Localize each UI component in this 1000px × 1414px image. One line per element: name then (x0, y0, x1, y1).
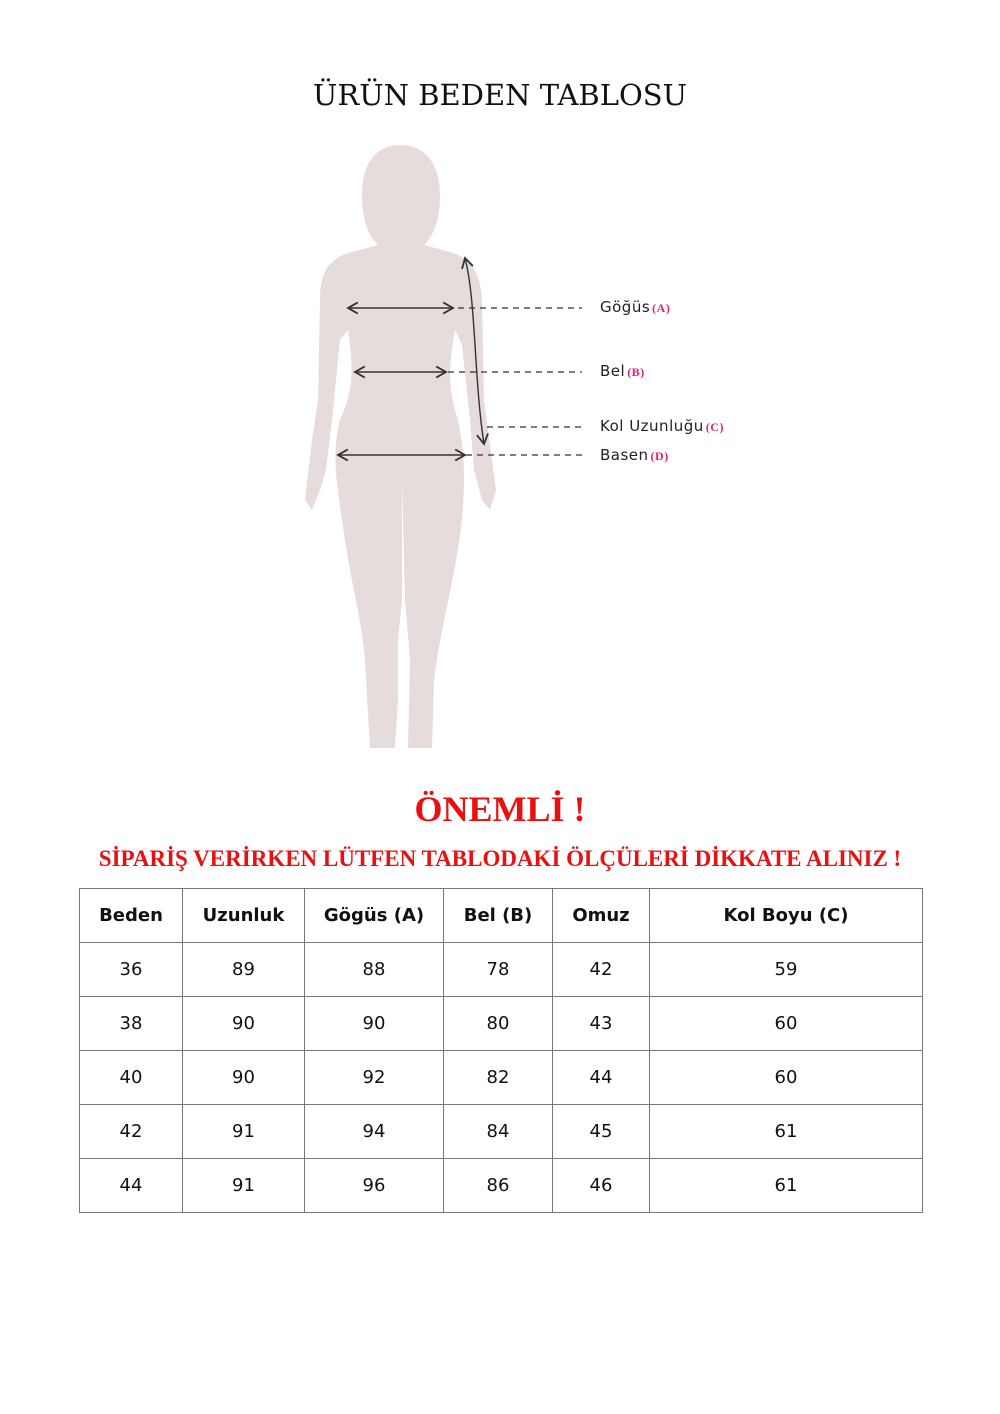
table-cell: 90 (304, 996, 444, 1051)
table-cell: 36 (79, 942, 183, 997)
table-cell: 94 (304, 1104, 444, 1159)
header-cell: Bel (B) (443, 888, 553, 943)
table-row: 38 90 90 80 43 60 (79, 996, 923, 1051)
header-cell: Uzunluk (182, 888, 305, 943)
table-cell: 86 (443, 1158, 553, 1213)
table-cell: 91 (182, 1104, 305, 1159)
table-cell: 44 (79, 1158, 183, 1213)
table-cell: 78 (443, 942, 553, 997)
table-cell: 84 (443, 1104, 553, 1159)
table-cell: 59 (649, 942, 923, 997)
label-sleeve-length: Kol Uzunluğu (C) (600, 417, 724, 435)
warning-text: SİPARİŞ VERİRKEN LÜTFEN TABLODAKİ ÖLÇÜLE… (98, 846, 902, 871)
table-cell: 61 (649, 1158, 923, 1213)
table-cell: 40 (79, 1050, 183, 1105)
page-title: ÜRÜN BEDEN TABLOSU (312, 78, 688, 112)
header-cell: Omuz (552, 888, 650, 943)
table-cell: 91 (182, 1158, 305, 1213)
header-cell: Kol Boyu (C) (649, 888, 923, 943)
table-cell: 46 (552, 1158, 650, 1213)
label-hip: Basen (D) (600, 446, 669, 464)
table-cell: 96 (304, 1158, 444, 1213)
important-heading: ÖNEMLİ ! (414, 789, 586, 829)
label-chest: Göğüs (A) (600, 298, 671, 316)
table-cell: 90 (182, 1050, 305, 1105)
table-cell: 43 (552, 996, 650, 1051)
table-cell: 89 (182, 942, 305, 997)
table-cell: 42 (552, 942, 650, 997)
table-cell: 44 (552, 1050, 650, 1105)
table-cell: 82 (443, 1050, 553, 1105)
table-cell: 92 (304, 1050, 444, 1105)
table-cell: 88 (304, 942, 444, 997)
header-cell: Beden (79, 888, 183, 943)
table-cell: 90 (182, 996, 305, 1051)
size-table: Beden Uzunluk Gögüs (A) Bel (B) Omuz Kol… (79, 888, 923, 1213)
silhouette (305, 145, 496, 748)
table-header-row: Beden Uzunluk Gögüs (A) Bel (B) Omuz Kol… (79, 888, 923, 943)
table-cell: 45 (552, 1104, 650, 1159)
table-row: 36 89 88 78 42 59 (79, 942, 923, 997)
table-cell: 38 (79, 996, 183, 1051)
table-cell: 61 (649, 1104, 923, 1159)
table-row: 44 91 96 86 46 61 (79, 1158, 923, 1213)
body-silhouette-figure (305, 145, 585, 748)
label-waist: Bel (B) (600, 362, 645, 380)
header-cell: Gögüs (A) (304, 888, 444, 943)
table-row: 40 90 92 82 44 60 (79, 1050, 923, 1105)
table-cell: 60 (649, 1050, 923, 1105)
table-cell: 42 (79, 1104, 183, 1159)
table-row: 42 91 94 84 45 61 (79, 1104, 923, 1159)
table-cell: 60 (649, 996, 923, 1051)
table-cell: 80 (443, 996, 553, 1051)
